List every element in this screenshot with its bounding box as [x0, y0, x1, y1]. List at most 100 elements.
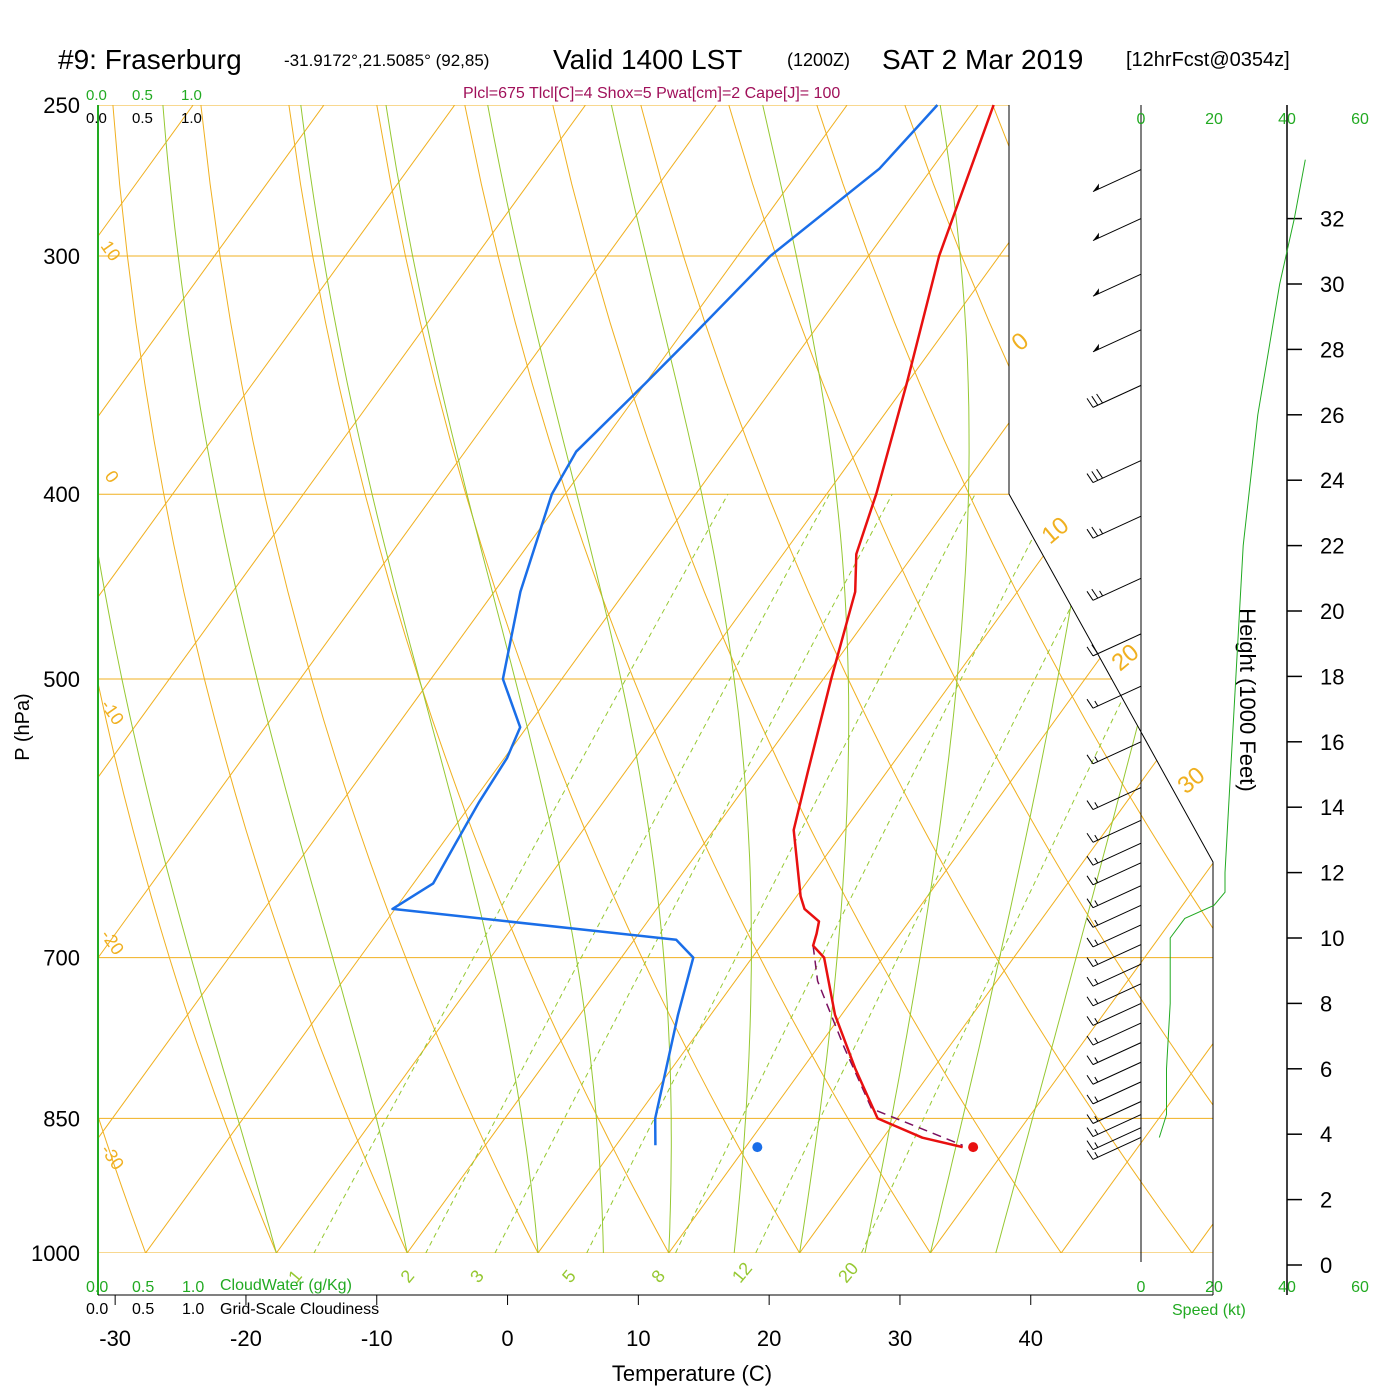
parcel-trace [812, 945, 963, 1146]
moist-adiabat-line [984, 105, 1213, 1253]
x-tick-label: 0 [501, 1326, 513, 1351]
mixing-ratio-line [473, 493, 893, 1253]
wind-barb [1086, 862, 1142, 886]
mixing-ratio-label: 5 [558, 1266, 580, 1287]
grid-bottom-tick: 0.5 [132, 1301, 154, 1318]
height-tick-label: 12 [1320, 861, 1344, 886]
sounding-traces [391, 104, 995, 1153]
grid-bottom-tick: 0.0 [86, 1301, 108, 1318]
dry-adiabat-line [185, 105, 560, 1253]
y-tick-label: 250 [43, 93, 80, 118]
height-tick-label: 18 [1320, 664, 1344, 689]
wind-barb [1086, 384, 1142, 408]
dry-adiabat-line [98, 105, 162, 1253]
mixing-ratio-line [842, 493, 1213, 1253]
wind-barb [1086, 1137, 1142, 1160]
moist-adiabat-line [282, 105, 543, 1253]
y-tick-label: 1000 [31, 1241, 80, 1266]
speed-top-tick: 0 [1137, 111, 1146, 128]
dry-adiabat-line [268, 105, 692, 1253]
height-tick-label: 26 [1320, 403, 1344, 428]
dewpoint-trace [391, 104, 939, 1146]
surface-temperature-point [968, 1142, 979, 1153]
height-tick-label: 4 [1320, 1122, 1332, 1147]
wind-barb [1086, 460, 1142, 484]
dry-adiabat-line [515, 105, 1090, 1253]
x-tick-label: 30 [888, 1326, 912, 1351]
height-tick-label: 8 [1320, 991, 1332, 1016]
speed-bottom-tick: 0 [1137, 1279, 1146, 1296]
mixing-ratio-line [566, 493, 976, 1253]
title-coords: -31.9172°,21.5085° (92,85) [284, 51, 489, 70]
plot-frame [97, 105, 1288, 1296]
temperature-trace [792, 104, 995, 1149]
moist-adiabat-line [98, 105, 289, 1253]
mixing-ratio-label: 3 [466, 1266, 488, 1287]
cloud-bottom-tick: 0.5 [132, 1279, 154, 1296]
dry-adiabat-line [598, 105, 1213, 1253]
y-axis-ticks: 250 300 400 500 700 850 1000 [31, 93, 80, 1266]
x-tick-label: -20 [230, 1326, 262, 1351]
isotherm-line [98, 105, 459, 1253]
dry-adiabat-line [1176, 105, 1213, 1253]
wind-barb [1086, 983, 1142, 1007]
y-tick-label: 400 [43, 482, 80, 507]
y-axis-label: P (hPa) [12, 693, 34, 760]
isotherm-line [900, 105, 1213, 1253]
wind-barb [1086, 685, 1142, 709]
height-tick-label: 20 [1320, 599, 1344, 624]
cloud-bottom-tick: 0.0 [86, 1279, 108, 1296]
isotherm-label: -30 [97, 1141, 128, 1174]
surface-dewpoint-point [752, 1142, 763, 1153]
isotherm-line [98, 105, 328, 1253]
wind-barb [1092, 273, 1142, 297]
isotherm-line [769, 105, 1213, 1253]
isotherm-line [1162, 105, 1213, 1253]
y-tick-label: 300 [43, 244, 80, 269]
chart-title: #9: Fraserburg -31.9172°,21.5085° (92,85… [58, 44, 1290, 102]
speed-top-tick: 20 [1205, 111, 1223, 128]
x-axis-ticks: -30 -20 -10 0 10 20 30 40 [99, 1295, 1043, 1351]
moist-adiabat-line [152, 105, 416, 1253]
y-tick-label: 850 [43, 1106, 80, 1131]
title-utc: (1200Z) [787, 50, 850, 70]
isotherm-line [98, 105, 720, 1253]
wind-barb [1086, 1127, 1142, 1151]
isotherm-label: 0 [101, 467, 123, 487]
wind-speed-profile [1158, 159, 1306, 1138]
wind-barb [1092, 169, 1142, 193]
isotherm-line [98, 105, 590, 1253]
grid-top-tick: 0.5 [132, 110, 153, 127]
dry-adiabat-line [350, 105, 825, 1253]
height-tick-label: 30 [1320, 272, 1344, 297]
speed-top-tick: 60 [1351, 111, 1369, 128]
mixing-ratio-line [735, 493, 1128, 1253]
isotherm-line [639, 105, 1213, 1253]
isotherm-line [377, 105, 1213, 1253]
wind-barb [1086, 633, 1142, 657]
height-tick-label: 10 [1320, 926, 1344, 951]
wind-barb [1086, 1114, 1142, 1138]
moist-adiabat-line [362, 105, 605, 1253]
grid-top-tick: 1.0 [181, 110, 202, 127]
title-valid: Valid 1400 LST [553, 44, 742, 75]
isotherm-line [98, 105, 851, 1253]
speed-axis-label: Speed (kt) [1172, 1302, 1246, 1319]
moist-adiabat-line [856, 105, 970, 1253]
x-tick-label: 40 [1019, 1326, 1043, 1351]
cloud-legend-top: 0.0 0.5 1.0 0.0 0.5 1.0 [86, 87, 202, 127]
dry-adiabat-line [681, 105, 1213, 1253]
speed-bottom-tick: 40 [1278, 1279, 1296, 1296]
speed-top-tick: 40 [1278, 111, 1296, 128]
dry-adiabat-label: 10 [1037, 512, 1075, 550]
dry-adiabat-line [1259, 0, 1400, 1293]
dry-adiabat-line [928, 105, 1213, 1253]
height-tick-label: 32 [1320, 207, 1344, 232]
moist-adiabat-line [458, 105, 672, 1253]
title-forecast: [12hrFcst@0354z] [1126, 49, 1290, 71]
mixing-ratio-label: 20 [834, 1258, 862, 1286]
moist-adiabat-line [721, 105, 850, 1253]
x-axis-label: Temperature (C) [612, 1361, 772, 1386]
dry-adiabat-line [846, 105, 1213, 1253]
